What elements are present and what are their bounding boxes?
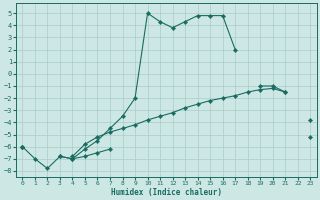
X-axis label: Humidex (Indice chaleur): Humidex (Indice chaleur) [111,188,222,197]
